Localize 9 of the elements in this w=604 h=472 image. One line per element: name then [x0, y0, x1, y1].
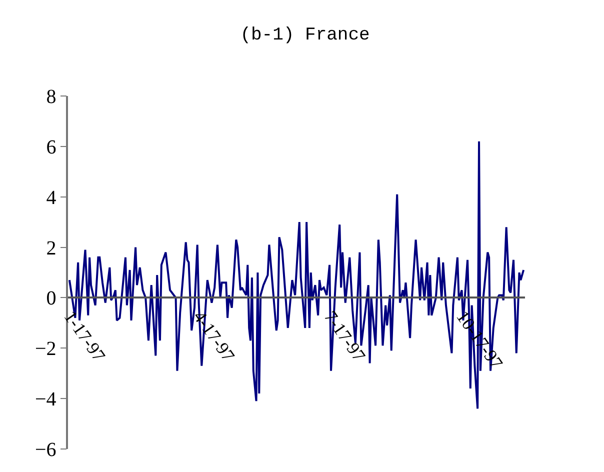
y-tick-label: 4 — [46, 186, 56, 209]
y-tick-label: 6 — [46, 136, 56, 158]
y-tick-label: 0 — [46, 288, 56, 310]
y-tick-label: 2 — [46, 237, 56, 260]
y-tick-label: −6 — [34, 439, 56, 461]
y-tick-label: −2 — [34, 338, 56, 360]
y-tick-label: −4 — [34, 388, 56, 411]
chart-title: (b-1) France — [240, 25, 370, 46]
y-tick-label: 8 — [46, 86, 56, 108]
